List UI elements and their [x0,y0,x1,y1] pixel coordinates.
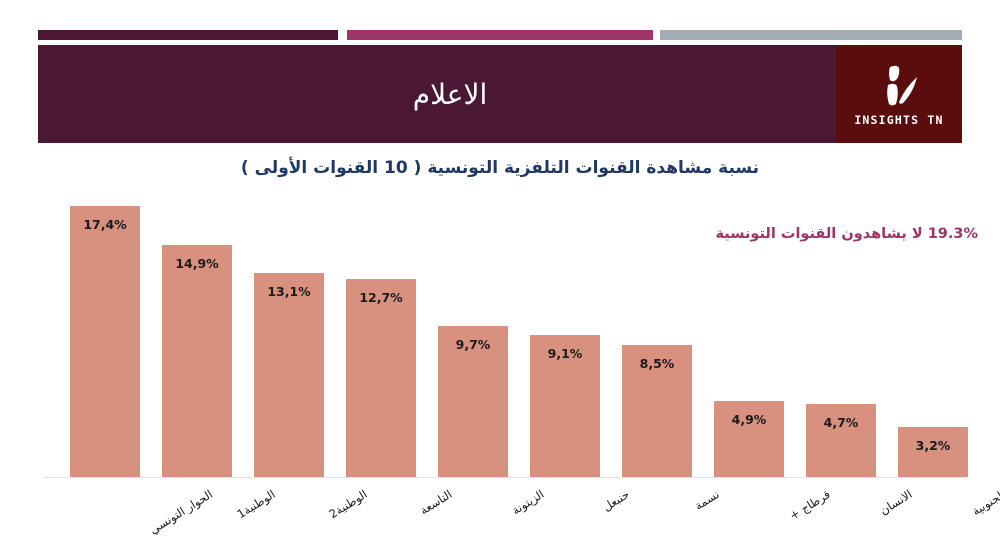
bar [806,403,876,477]
bar-value-label: 9,7% [455,336,491,352]
category-label: الجنوبية [969,487,1000,519]
insights-leaf-logo-icon [887,65,917,106]
page-title: الاعلام [412,77,488,111]
bar [438,325,508,477]
deco-strip-plum [38,30,338,40]
chart-annotation: 19.3% لا يشاهدون القنوات التونسية [715,226,978,242]
brand-logo-text: INSIGHTS TN [854,113,944,127]
category-label: التاسعة [417,487,455,518]
bar-value-label: 14,9% [175,255,219,271]
bar [162,244,232,477]
bar-value-label: 8,5% [639,355,675,371]
bar [714,400,784,477]
category-label: حنبعل [600,487,632,514]
bar [70,205,140,477]
chart-title: نسبة مشاهدة القنوات التلفزية التونسية ( … [240,158,760,178]
bar [346,279,416,477]
bar [530,335,600,477]
header-banner: الاعلام INSIGHTS TN [38,45,962,143]
bar-value-label: 12,7% [359,290,403,306]
bar-value-label: 4,9% [731,411,767,427]
bar [622,344,692,477]
bar-value-label: 17,4% [83,216,127,232]
category-label: قرطاج + [786,487,833,523]
bar-value-label: 13,1% [267,283,311,299]
category-label: نسمة [691,487,722,513]
deco-strip-gray [660,30,962,40]
category-label: الزيتونة [509,487,547,518]
bar [254,272,324,477]
bar-value-label: 9,1% [547,346,583,362]
bar-value-label: 4,7% [823,414,859,430]
category-label: الوطنية1 [234,487,278,522]
x-axis-line [44,477,964,478]
category-label: الحوار التونسي [146,487,216,537]
brand-logo: INSIGHTS TN [836,45,962,143]
deco-strip-magenta [347,30,653,40]
bar [898,427,968,477]
category-label: الانسان [877,487,915,518]
bar-value-label: 3,2% [915,438,951,454]
category-label: الوطنية2 [326,487,370,522]
